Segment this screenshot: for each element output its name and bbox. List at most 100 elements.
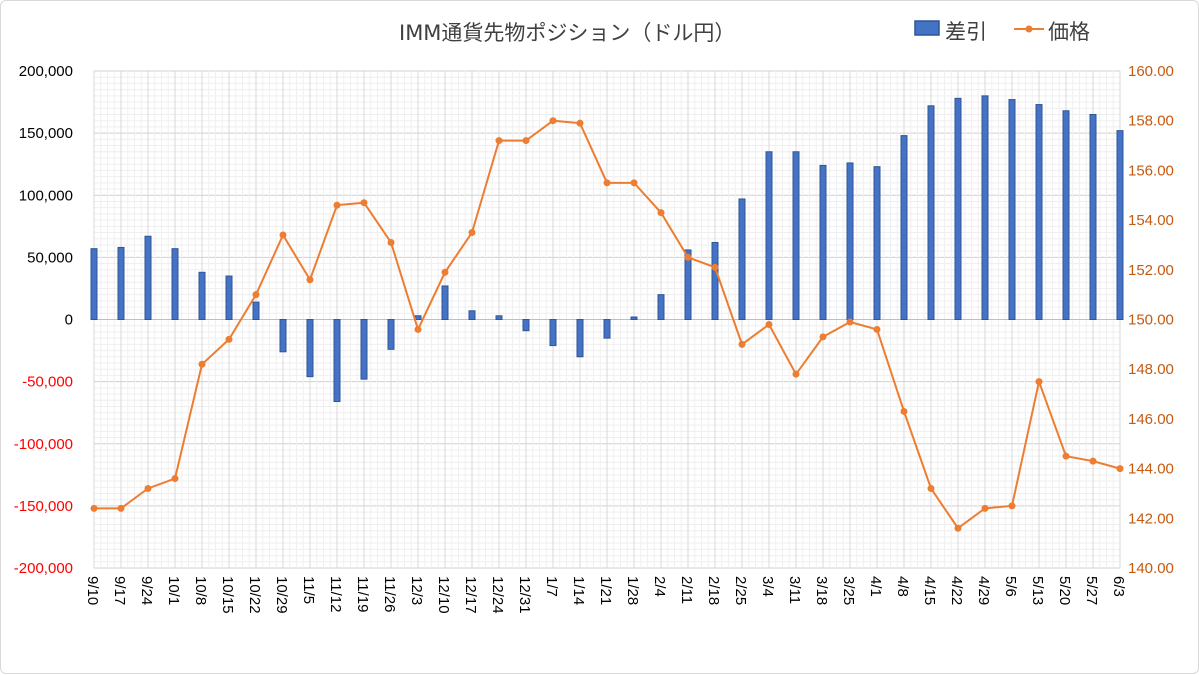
left-tick-label: -100,000 — [14, 436, 73, 453]
x-tick-label: 4/15 — [921, 576, 938, 605]
x-tick-label: 3/4 — [759, 576, 776, 597]
right-tick-label: 158.00 — [1128, 113, 1174, 130]
right-tick-label: 142.00 — [1128, 510, 1174, 527]
x-tick-label: 1/14 — [570, 576, 587, 605]
legend-line-marker — [1025, 25, 1033, 33]
bar-5-13 — [1035, 104, 1043, 320]
x-tick-label: 11/12 — [327, 576, 344, 612]
bar-12-31 — [522, 319, 530, 332]
bar-3-18 — [819, 164, 827, 320]
legend-entry-line: 価格 — [1048, 20, 1090, 44]
price-point-11-19 — [360, 199, 368, 207]
price-point-4-22 — [954, 524, 962, 532]
right-axis-ticks: 160.00 158.00 156.00 154.00 152.00 150.00 148.… — [1128, 63, 1174, 577]
bar-9-24 — [144, 235, 152, 320]
price-point-1-7 — [549, 117, 557, 125]
x-tick-label: 12/3 — [408, 576, 425, 605]
bar-5-27 — [1089, 113, 1097, 320]
x-tick-label: 9/17 — [111, 576, 128, 605]
bar-series — [90, 95, 1124, 403]
x-tick-label: 10/29 — [273, 576, 290, 614]
x-tick-label: 11/5 — [300, 576, 317, 604]
bar-11-5 — [306, 319, 314, 378]
bar-5-6 — [1008, 99, 1016, 320]
price-point-2-18 — [711, 263, 719, 271]
x-tick-label: 10/22 — [246, 576, 263, 614]
right-tick-label: 160.00 — [1128, 63, 1174, 80]
x-tick-label: 12/24 — [489, 576, 506, 614]
x-tick-label: 5/20 — [1056, 576, 1073, 605]
left-tick-label: -200,000 — [14, 560, 73, 577]
price-point-5-27 — [1089, 457, 1097, 465]
x-tick-label: 2/11 — [678, 576, 695, 604]
bar-2-25 — [738, 198, 746, 320]
x-tick-label: 4/22 — [948, 576, 965, 605]
x-axis-ticks: 9/10 9/17 9/24 10/1 10/8 10/15 10/22 10/29 11/5 1… — [84, 576, 1127, 614]
price-point-10-29 — [279, 231, 287, 239]
bar-10-22 — [252, 301, 260, 321]
x-tick-label: 4/8 — [894, 576, 911, 597]
bar-4-29 — [981, 95, 989, 320]
x-tick-label: 4/29 — [975, 576, 992, 605]
bar-1-14 — [576, 319, 584, 358]
bar-2-4 — [657, 294, 665, 320]
price-point-5-13 — [1035, 378, 1043, 386]
price-point-10-15 — [225, 335, 233, 343]
price-point-11-26 — [387, 238, 395, 246]
x-tick-label: 12/17 — [462, 576, 479, 614]
price-point-1-28 — [630, 179, 638, 187]
x-tick-label: 1/28 — [624, 576, 641, 605]
right-tick-label: 148.00 — [1128, 361, 1174, 378]
chart-title: IMM通貨先物ポジション（ドル円） — [399, 21, 735, 45]
price-point-5-6 — [1008, 502, 1016, 510]
bar-11-26 — [387, 319, 395, 350]
price-point-4-29 — [981, 504, 989, 512]
bar-11-19 — [360, 319, 368, 380]
bar-6-3 — [1116, 130, 1124, 320]
bar-10-8 — [198, 271, 206, 321]
left-tick-label: -150,000 — [14, 498, 73, 515]
x-tick-label: 1/21 — [597, 576, 614, 605]
price-point-3-18 — [819, 333, 827, 341]
right-tick-label: 154.00 — [1128, 212, 1174, 229]
bar-4-22 — [954, 97, 962, 320]
bar-10-29 — [279, 319, 287, 353]
left-tick-label: 150,000 — [19, 125, 73, 142]
price-point-12-10 — [441, 268, 449, 276]
bar-4-8 — [900, 135, 908, 320]
x-tick-label: 11/26 — [381, 576, 398, 612]
bar-12-10 — [441, 285, 449, 321]
price-point-9-10 — [90, 504, 98, 512]
x-tick-label: 12/10 — [435, 576, 452, 614]
right-tick-label: 146.00 — [1128, 411, 1174, 428]
price-point-5-20 — [1062, 452, 1070, 460]
left-tick-label: 200,000 — [19, 63, 73, 80]
price-point-3-4 — [765, 320, 773, 328]
bar-2-11 — [684, 249, 692, 320]
bar-12-24 — [495, 315, 503, 320]
bar-3-11 — [792, 151, 800, 320]
legend: 差引 価格 — [914, 20, 1090, 44]
x-tick-label: 3/25 — [840, 576, 857, 605]
x-tick-label: 5/6 — [1002, 576, 1019, 597]
price-point-3-11 — [792, 370, 800, 378]
price-point-1-21 — [603, 179, 611, 187]
bar-3-25 — [846, 162, 854, 320]
right-tick-label: 152.00 — [1128, 262, 1174, 279]
bar-10-1 — [171, 248, 179, 321]
price-point-11-5 — [306, 276, 314, 284]
price-point-10-8 — [198, 360, 206, 368]
bar-1-7 — [549, 319, 557, 347]
x-tick-label: 2/25 — [732, 576, 749, 605]
price-point-9-17 — [117, 504, 125, 512]
bar-12-17 — [468, 310, 476, 320]
price-point-12-24 — [495, 137, 503, 145]
bar-1-21 — [603, 319, 611, 339]
legend-entry-bar: 差引 — [945, 20, 987, 44]
line-series — [90, 117, 1124, 532]
bar-9-17 — [117, 246, 125, 320]
x-tick-label: 3/18 — [813, 576, 830, 605]
bar-12-3 — [414, 315, 422, 320]
left-tick-label: 50,000 — [27, 249, 73, 266]
